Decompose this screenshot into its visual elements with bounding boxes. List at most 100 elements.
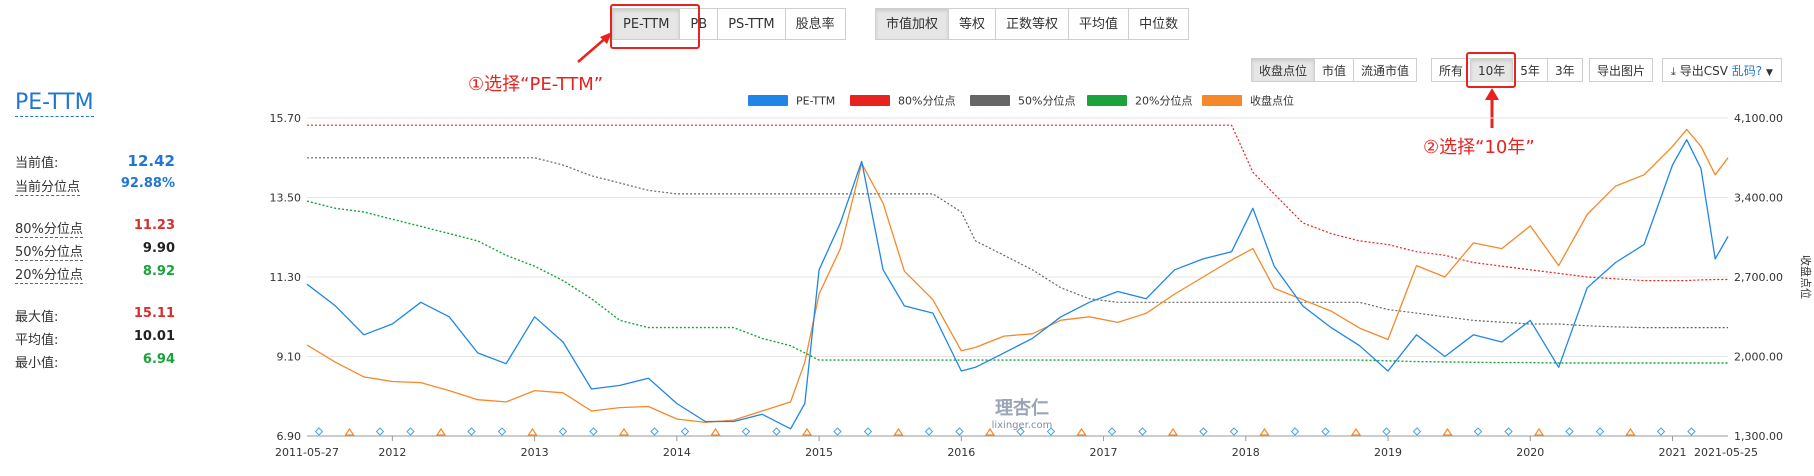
- stat-percentile-value: 92.88%: [120, 176, 175, 191]
- p20-line: [306, 200, 1728, 364]
- stat-current-value: 12.42: [127, 152, 175, 170]
- stat-max: 最大值: 15.11: [15, 306, 175, 325]
- event-marker: [314, 427, 324, 436]
- event-marker: [497, 427, 507, 436]
- event-marker: [344, 427, 355, 436]
- tab-dividend-yield[interactable]: 股息率: [784, 8, 846, 40]
- tab-median[interactable]: 中位数: [1128, 8, 1190, 40]
- legend-label: PE-TTM: [796, 95, 835, 108]
- tab-float-cap[interactable]: 流通市值: [1353, 58, 1418, 82]
- event-marker: [1167, 427, 1179, 436]
- stat-p50: 50%分位点 9.90: [15, 241, 175, 261]
- export-image-button[interactable]: 导出图片: [1589, 58, 1654, 82]
- event-marker: [1046, 427, 1056, 436]
- legend-swatch: [970, 95, 1010, 106]
- stat-min-value: 6.94: [142, 352, 175, 367]
- stat-percentile: 当前分位点 92.88%: [15, 176, 175, 196]
- event-marker: [1504, 427, 1513, 436]
- legend-label: 80%分位点: [898, 94, 955, 108]
- watermark-en: lixinger.com: [992, 420, 1053, 431]
- export-csv-button[interactable]: ⤓ 导出CSV 乱码? ▼: [1662, 58, 1782, 82]
- y-right-tick-label: 1,300.00: [1734, 430, 1783, 443]
- event-marker: [650, 427, 659, 436]
- event-marker: [527, 427, 538, 436]
- event-marker: [1290, 427, 1300, 436]
- x-tick-label: 2011-05-27: [275, 446, 339, 459]
- y-right-tick-label: 2,000.00: [1734, 351, 1783, 364]
- event-marker: [801, 427, 813, 436]
- stat-p20-value: 8.92: [142, 264, 175, 279]
- stat-avg: 平均值: 10.01: [15, 329, 175, 348]
- download-icon: ⤓: [1671, 65, 1676, 78]
- highlight-range-10y: [1466, 52, 1516, 88]
- y-left-tick-label: 11.30: [270, 271, 302, 284]
- tab-range-3y[interactable]: 3年: [1546, 58, 1583, 82]
- tab-equal-weight[interactable]: 等权: [948, 8, 997, 40]
- stat-min-label: 最小值:: [15, 356, 59, 371]
- legend-label: 20%分位点: [1135, 94, 1192, 108]
- event-marker: [741, 427, 751, 436]
- stat-current: 当前值: 12.42: [15, 152, 175, 171]
- event-marker: [710, 427, 721, 436]
- range-tab-group: 所有 10年 5年 3年: [1431, 58, 1583, 82]
- event-marker: [863, 427, 873, 436]
- y-right-tick-label: 3,400.00: [1734, 192, 1783, 205]
- tab-close-price[interactable]: 收盘点位: [1251, 58, 1316, 82]
- legend-swatch: [748, 95, 788, 106]
- event-marker: [1138, 427, 1147, 436]
- event-marker: [406, 427, 415, 436]
- watermark-cn: 理杏仁: [995, 397, 1049, 419]
- event-marker: [772, 427, 781, 436]
- stat-p80-label: 80%分位点: [15, 218, 83, 238]
- event-marker: [1656, 427, 1666, 436]
- y-left-tick-label: 9.10: [277, 351, 302, 364]
- close-price-line: [306, 128, 1729, 424]
- y-left-tick-label: 6.90: [277, 430, 302, 443]
- tab-range-all[interactable]: 所有: [1431, 58, 1472, 82]
- export-csv-label: 导出CSV: [1679, 64, 1728, 78]
- stat-avg-value: 10.01: [133, 329, 175, 344]
- x-tick-label: 2020: [1516, 446, 1544, 459]
- event-marker: [1382, 427, 1391, 436]
- annotation-arrow-1: [577, 32, 612, 63]
- event-marker: [955, 427, 964, 436]
- y-right-tick-label: 2,700.00: [1734, 271, 1783, 284]
- event-marker: [1107, 427, 1117, 436]
- tab-pe-ttm[interactable]: PE-TTM: [612, 8, 681, 40]
- stat-avg-label: 平均值:: [15, 333, 59, 348]
- stats-panel: PE-TTM 当前值: 12.42 当前分位点 92.88% 80%分位点 11…: [15, 90, 175, 371]
- garbled-link[interactable]: 乱码?: [1731, 64, 1763, 78]
- stat-p50-label: 50%分位点: [15, 241, 83, 261]
- event-marker: [1412, 427, 1422, 436]
- legend-swatch: [850, 95, 890, 106]
- event-marker: [1533, 427, 1545, 436]
- x-tick-label: 2021: [1659, 446, 1687, 459]
- p80-line: [307, 124, 1728, 282]
- stats-title[interactable]: PE-TTM: [15, 90, 94, 117]
- event-marker: [1259, 427, 1270, 436]
- legend-label: 收盘点位: [1250, 94, 1294, 108]
- event-marker: [467, 427, 476, 436]
- stat-percentile-label: 当前分位点: [15, 176, 81, 196]
- event-marker: [1321, 427, 1330, 436]
- tab-ps-ttm[interactable]: PS-TTM: [717, 8, 786, 40]
- x-tick-label: 2017: [1090, 446, 1118, 459]
- event-marker: [1565, 427, 1574, 436]
- event-marker: [1350, 427, 1362, 436]
- chevron-down-icon: ▼: [1765, 68, 1773, 78]
- x-tick-label: 2012: [378, 446, 406, 459]
- x-tick-label: 2021-05-25: [1694, 446, 1758, 459]
- x-tick-label: 2019: [1374, 446, 1402, 459]
- event-marker: [1076, 427, 1087, 436]
- x-tick-label: 2014: [663, 446, 691, 459]
- legend-swatch: [1087, 95, 1127, 106]
- event-marker: [1687, 427, 1696, 436]
- metric-tab-group: PE-TTM PB PS-TTM 股息率: [612, 8, 846, 40]
- event-marker: [833, 427, 842, 436]
- stat-p80: 80%分位点 11.23: [15, 218, 175, 238]
- annotation-arrow-2: [1485, 88, 1499, 128]
- event-marker: [1625, 427, 1636, 436]
- tab-range-10y[interactable]: 10年: [1470, 58, 1514, 82]
- event-marker: [924, 427, 934, 436]
